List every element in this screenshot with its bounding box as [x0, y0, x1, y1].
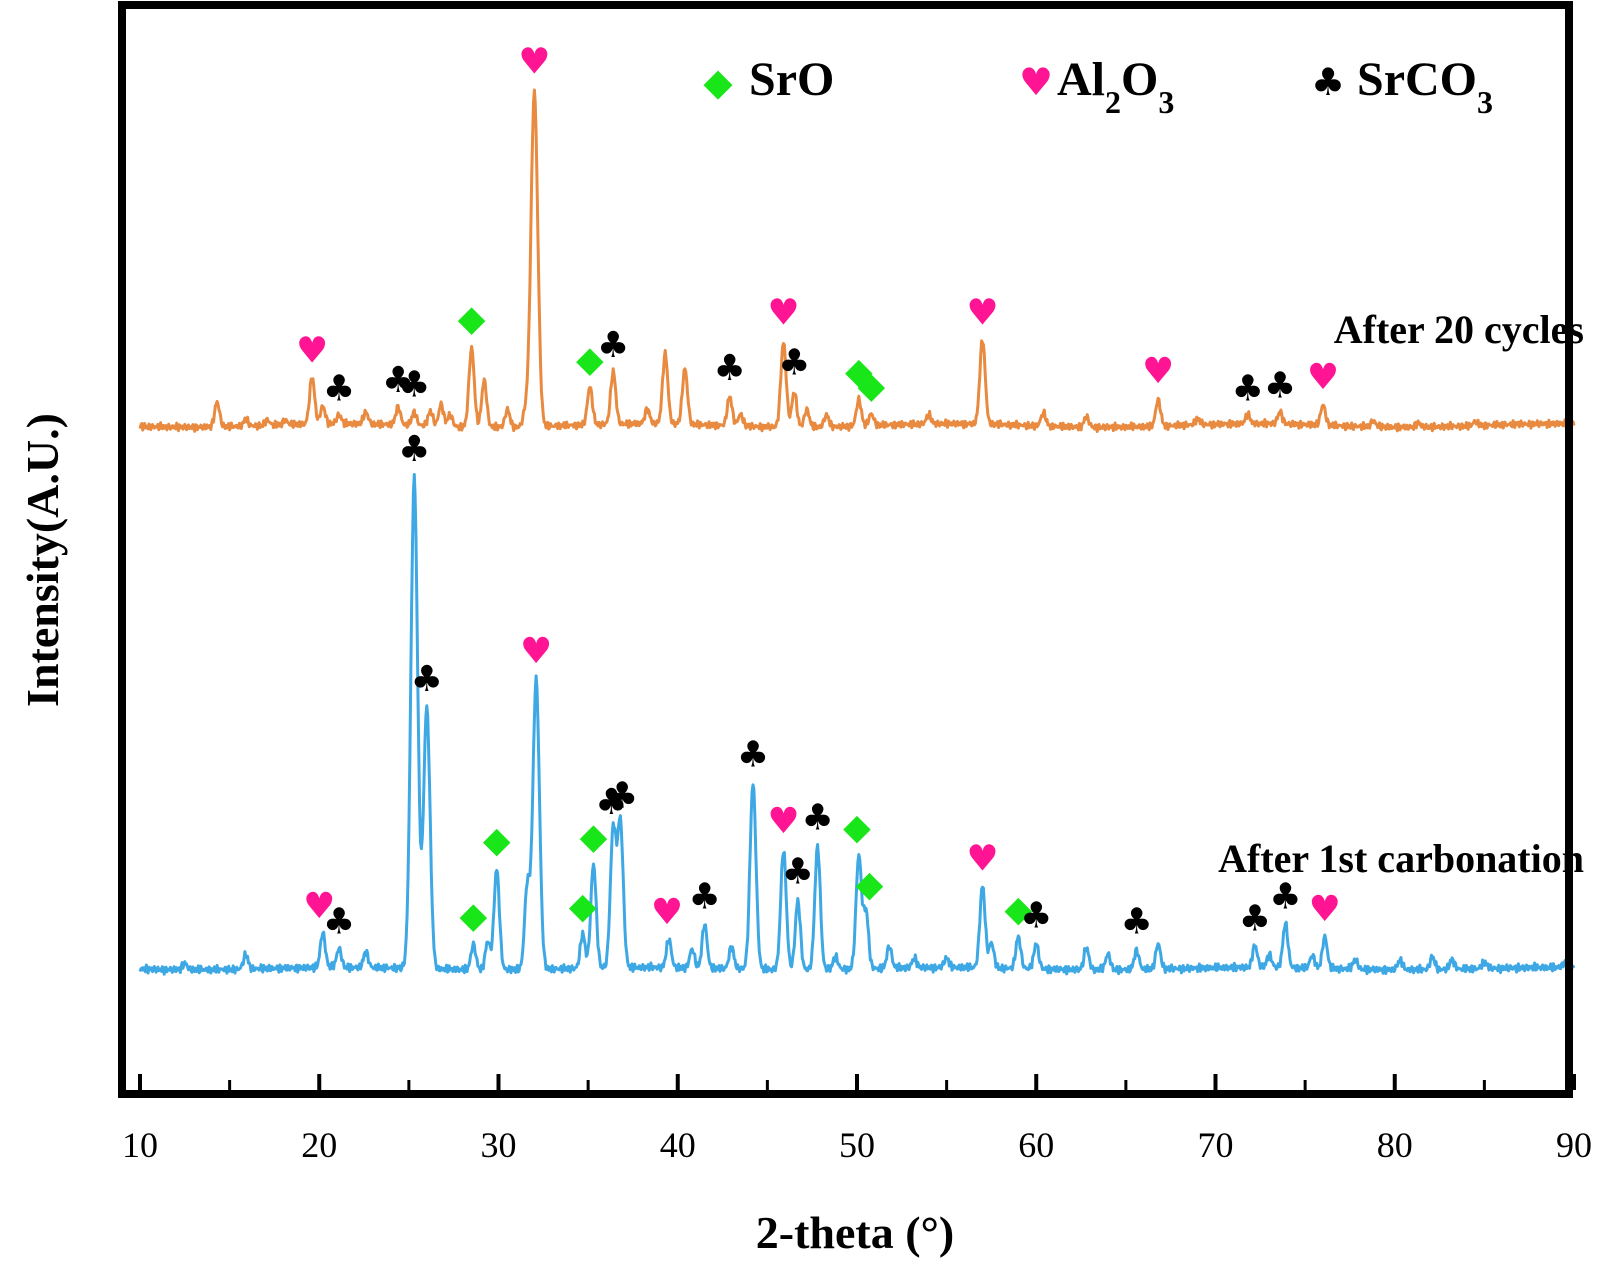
club-peak-marker: ♣: [1232, 369, 1264, 410]
diamond-peak-marker: ◆: [458, 299, 486, 340]
x-tick-label: 60: [1018, 1125, 1054, 1165]
x-tick-label: 80: [1377, 1125, 1413, 1165]
club-peak-marker: ♣: [1239, 899, 1271, 940]
club-peak-marker: ♣: [688, 877, 720, 918]
club-peak-marker: ♣: [737, 735, 769, 776]
heart-legend-symbol: ♥: [1019, 60, 1053, 104]
club-legend-symbol: ♣: [1311, 60, 1345, 104]
plot-frame: [118, 1, 1573, 1098]
club-peak-marker: ♣: [398, 364, 430, 405]
legend-label-srco3: SrCO3: [1357, 53, 1493, 120]
legend-label-sro: SrO: [749, 53, 834, 106]
peak-marker-layer: ♥♥♥ ♥♥ ♥◆◆ ◆◆♣ ♣♣♣♣ ♣♣ ♣♥♥♥♥♥♥◆◆◆◆ ◆◆◆♣♣♣♣♣♣♣♣♣…: [296, 42, 1341, 943]
series-line-after-20-cycles: [138, 88, 1576, 433]
diamond-peak-marker: ◆: [580, 817, 608, 858]
y-axis-title: Intensity(A.U.): [17, 413, 68, 707]
club-peak-marker: ♣: [323, 369, 355, 410]
heart-peak-marker: ♥: [767, 293, 799, 334]
x-tick-label: 30: [481, 1125, 517, 1165]
club-peak-marker: ♣: [778, 342, 810, 383]
club-peak-marker: ♣: [595, 782, 627, 823]
diamond-peak-marker: ◆: [569, 886, 597, 927]
club-peak-marker: ♣: [1120, 902, 1152, 943]
heart-peak-marker: ♥: [520, 631, 552, 672]
heart-peak-marker: ♥: [966, 839, 998, 880]
club-peak-marker: ♣: [411, 659, 443, 700]
club-peak-marker: ♣: [714, 348, 746, 389]
diamond-peak-marker: ◆: [576, 339, 604, 380]
heart-peak-marker: ♥: [651, 892, 683, 933]
diamond-legend-symbol: ◆: [703, 60, 733, 104]
diamond-peak-marker: ◆: [857, 366, 885, 407]
series-label-after-1st-carbonation: After 1st carbonation: [1218, 836, 1584, 881]
club-peak-marker: ♣: [606, 776, 638, 817]
x-tick-label: 40: [660, 1125, 696, 1165]
heart-peak-marker: ♥: [518, 42, 550, 83]
heart-peak-marker: ♥: [1309, 889, 1341, 930]
legend-label-al2o3: Al2O3: [1057, 53, 1174, 120]
x-tick-label: 10: [122, 1125, 158, 1165]
series-line-after-1st-carbonation: [138, 473, 1576, 976]
heart-peak-marker: ♥: [303, 886, 335, 927]
heart-peak-marker: ♥: [1307, 357, 1339, 398]
diamond-peak-marker: ◆: [856, 864, 884, 905]
heart-peak-marker: ♥: [767, 801, 799, 842]
club-peak-marker: ♣: [1264, 366, 1296, 407]
club-peak-marker: ♣: [597, 325, 629, 366]
x-axis-title: 2-theta (°): [756, 1207, 955, 1258]
diamond-peak-marker: ◆: [460, 895, 488, 936]
club-peak-marker: ♣: [1269, 877, 1301, 918]
x-tick-label: 50: [839, 1125, 875, 1165]
club-peak-marker: ♣: [398, 429, 430, 470]
diamond-peak-marker: ◆: [843, 807, 871, 848]
legend: ◆ SrO ♥ Al2O3 ♣ SrCO3: [703, 53, 1493, 120]
x-tick-label: 70: [1198, 1125, 1234, 1165]
club-peak-marker: ♣: [782, 851, 814, 892]
x-axis-ticks: 10 20 30 40 50 60 70 80 90: [122, 1074, 1592, 1165]
heart-peak-marker: ♥: [1142, 351, 1174, 392]
diamond-peak-marker: ◆: [483, 820, 511, 861]
x-tick-label: 90: [1556, 1125, 1592, 1165]
club-peak-marker: ♣: [382, 360, 414, 401]
club-peak-marker: ♣: [801, 798, 833, 839]
club-peak-marker: ♣: [1020, 895, 1052, 936]
heart-peak-marker: ♥: [966, 293, 998, 334]
diamond-peak-marker: ◆: [1004, 889, 1032, 930]
club-peak-marker: ♣: [323, 902, 355, 943]
x-tick-label: 20: [301, 1125, 337, 1165]
series-label-after-20-cycles: After 20 cycles: [1334, 307, 1584, 352]
heart-peak-marker: ♥: [296, 331, 328, 372]
diamond-peak-marker: ◆: [845, 351, 873, 392]
series-layer: [138, 88, 1576, 976]
